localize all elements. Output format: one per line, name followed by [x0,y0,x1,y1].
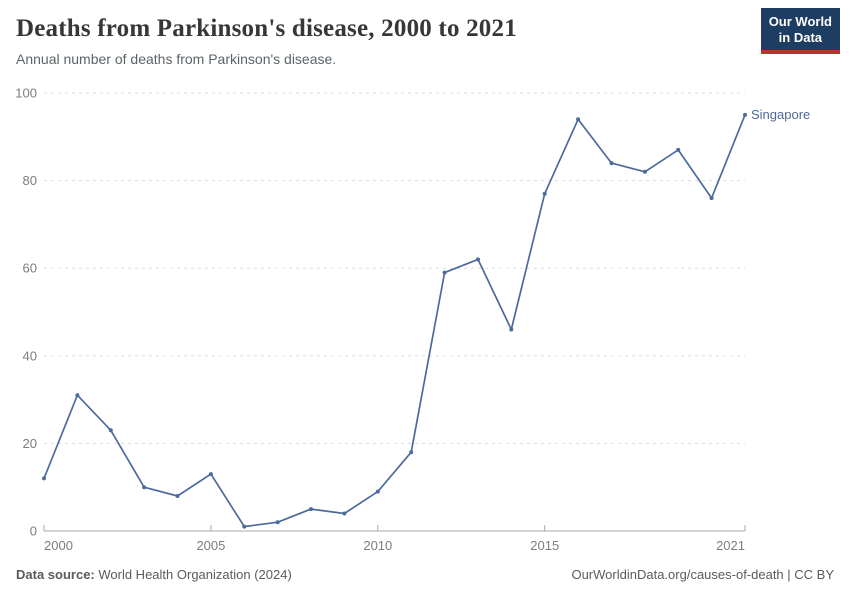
data-point [542,191,547,196]
data-source: Data source: World Health Organization (… [16,567,292,582]
data-point [375,489,380,494]
y-tick-label: 80 [23,173,37,188]
data-point [743,112,747,117]
data-point [609,161,614,166]
page-title: Deaths from Parkinson's disease, 2000 to… [16,15,517,42]
data-point [175,494,180,498]
data-point [242,524,247,529]
data-point [108,428,113,433]
owid-logo-line1: Our World [768,14,832,29]
data-point [576,117,581,122]
data-point [309,507,313,512]
x-tick-label: 2010 [363,538,392,553]
y-tick-label: 100 [15,86,37,101]
series-end-label: Singapore [751,107,810,122]
data-source-text: World Health Organization (2024) [94,567,292,582]
y-tick-label: 40 [23,348,37,363]
data-point [709,196,714,201]
data-point [409,450,414,455]
data-point [42,476,46,481]
data-point [342,511,347,516]
x-tick-label: 2000 [44,538,73,553]
owid-logo: Our World in Data [760,8,840,54]
y-tick-label: 20 [23,436,37,451]
x-tick-label: 2005 [196,538,225,553]
x-tick-label: 2015 [530,538,559,553]
data-point [275,520,280,525]
data-point [142,485,147,490]
credit-line: OurWorldinData.org/causes-of-death | CC … [571,567,834,582]
data-point [208,472,213,477]
data-point [476,257,480,262]
data-point [676,147,681,152]
y-tick-label: 60 [23,261,37,276]
chart-subtitle: Annual number of deaths from Parkinson's… [16,51,337,67]
y-tick-label: 0 [30,524,37,539]
series-line-singapore [43,114,746,528]
chart-footer: Data source: World Health Organization (… [16,567,834,582]
data-point [509,327,514,332]
data-source-label: Data source: [16,567,95,582]
owid-logo-line2: in Data [778,30,823,45]
data-point [442,270,447,275]
data-point [642,169,647,174]
data-point [75,393,80,398]
x-tick-label: 2021 [716,538,745,553]
